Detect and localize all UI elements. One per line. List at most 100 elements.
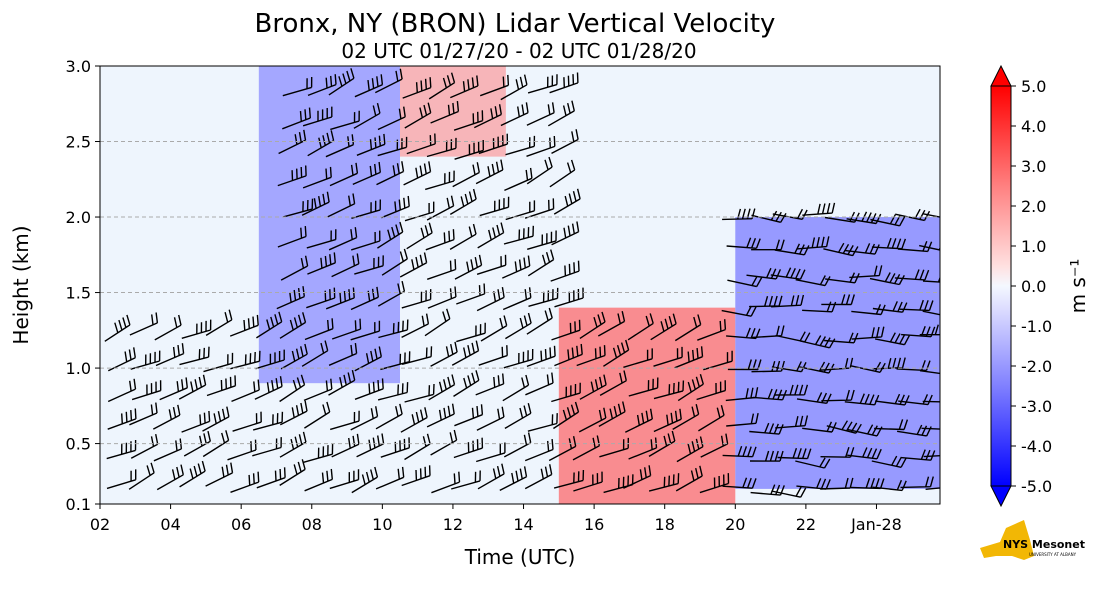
wind-barb <box>454 139 484 160</box>
wind-barb <box>650 313 677 341</box>
wind-barb <box>526 156 553 185</box>
wind-barb <box>697 319 727 341</box>
wind-barb <box>231 379 260 403</box>
wind-barb <box>579 374 607 400</box>
wind-barb <box>900 476 934 489</box>
wind-barb <box>456 283 486 305</box>
wind-barb <box>576 345 606 367</box>
wind-barb <box>547 100 575 127</box>
wind-barb <box>205 309 233 336</box>
wind-barb <box>256 311 283 339</box>
wind-barb <box>282 107 311 130</box>
wind-barb <box>526 102 555 126</box>
wind-barb <box>277 165 307 187</box>
wind-barb <box>350 320 381 341</box>
colorbar-tick-label: 2.0 <box>1021 197 1046 216</box>
wind-barb <box>722 445 757 458</box>
wind-barb <box>526 345 556 368</box>
logo-text: NYS Mesonet <box>1003 538 1085 551</box>
wind-barb <box>874 419 909 431</box>
wind-barb <box>525 372 554 396</box>
wind-barb <box>279 400 308 426</box>
wind-barb <box>628 437 658 460</box>
colorbar-tick-label: 3.0 <box>1021 157 1046 176</box>
wind-barb <box>796 236 830 250</box>
wind-barb <box>775 331 811 343</box>
wind-barb <box>426 137 457 158</box>
wind-barb <box>356 433 385 458</box>
wind-barb <box>350 406 379 431</box>
wind-barb <box>623 348 653 368</box>
wind-barb <box>480 315 508 342</box>
wind-barb <box>653 346 683 367</box>
wind-barb <box>181 410 211 433</box>
wind-barb <box>675 465 703 492</box>
wind-barb <box>456 322 486 343</box>
wind-barb <box>851 326 885 340</box>
wind-barb <box>922 213 940 218</box>
wind-barb <box>476 406 505 431</box>
x-tick-label: 16 <box>584 515 604 534</box>
wind-barb <box>279 312 307 339</box>
colorbar-ticks: 5.0 4.0 3.0 2.0 1.0 0.0 -1.0 -2.0 -3.0 -4.0 -5.0 <box>1011 77 1052 496</box>
x-tick-label: 10 <box>372 515 392 534</box>
wind-barb <box>795 275 831 287</box>
wind-barb <box>426 259 457 280</box>
colorbar-label: m s⁻¹ <box>1066 259 1090 314</box>
wind-barb <box>698 405 725 432</box>
wind-barb <box>524 464 553 490</box>
wind-barb <box>353 102 381 129</box>
wind-barb <box>183 430 211 457</box>
wind-barb <box>771 294 805 308</box>
wind-barb <box>278 129 307 155</box>
wind-barb <box>399 252 428 278</box>
colorbar-tick-label: 5.0 <box>1021 77 1046 96</box>
wind-barb <box>404 433 431 461</box>
wind-barb <box>826 420 862 434</box>
wind-barb <box>623 465 652 489</box>
wind-barb <box>726 237 761 249</box>
wind-barb <box>229 314 259 337</box>
x-tick-label: 18 <box>655 515 675 534</box>
ny-state-shape <box>980 520 1034 560</box>
wind-barb <box>301 340 329 367</box>
wind-barb <box>380 351 411 371</box>
wind-barbs <box>104 68 940 498</box>
wind-barb <box>449 223 477 251</box>
wind-barb <box>727 359 762 371</box>
wind-barb <box>107 408 137 430</box>
wind-barb <box>303 443 334 463</box>
wind-barb <box>721 305 757 317</box>
wind-barb <box>454 404 484 427</box>
wind-barb <box>453 110 484 131</box>
wind-barb <box>328 227 358 251</box>
x-tick-label: 02 <box>90 515 110 534</box>
wind-barb <box>181 319 212 339</box>
x-tick-label: 08 <box>302 515 322 534</box>
wind-barb <box>179 460 206 488</box>
wind-barb <box>307 252 336 275</box>
wind-barb <box>504 403 532 430</box>
wind-barb <box>377 280 406 307</box>
wind-barb <box>279 374 306 403</box>
wind-barb <box>479 74 510 97</box>
wind-barb <box>919 370 940 375</box>
wind-barb <box>894 269 930 281</box>
x-tick-label: 22 <box>796 515 816 534</box>
wind-barb <box>674 314 702 342</box>
wind-barb <box>770 267 806 280</box>
plot-frame <box>99 65 941 505</box>
wind-barb <box>330 410 360 431</box>
wind-barb <box>726 327 761 340</box>
wind-barb <box>428 374 456 401</box>
x-tick-label: 14 <box>513 515 533 534</box>
wind-barb <box>303 378 333 402</box>
wind-barb <box>749 450 784 462</box>
nys-mesonet-logo: NYS Mesonet UNIVERSITY AT ALBANY <box>980 520 1085 560</box>
wind-barb <box>796 392 832 404</box>
wind-barb <box>898 394 933 406</box>
wind-barb <box>923 454 940 458</box>
wind-barb <box>901 325 936 338</box>
wind-barb <box>279 459 306 486</box>
wind-barb <box>378 319 409 339</box>
